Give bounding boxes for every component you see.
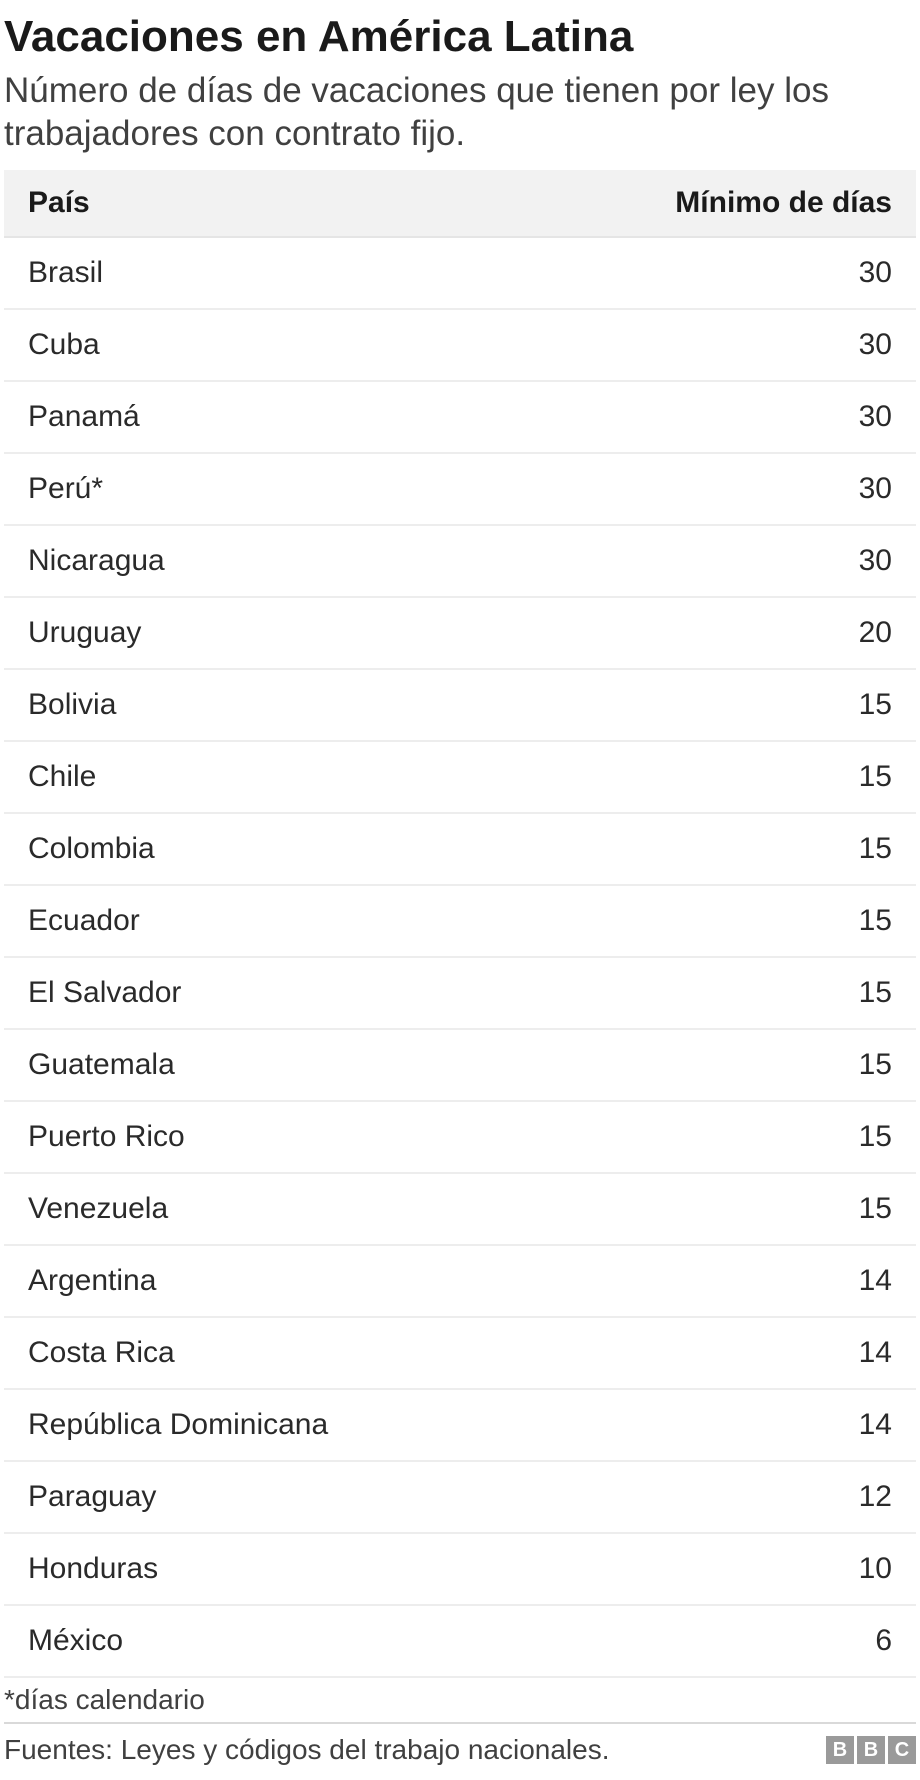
table-row: Chile15 bbox=[4, 741, 916, 813]
cell-country: Chile bbox=[4, 741, 522, 813]
table-row: Argentina14 bbox=[4, 1245, 916, 1317]
table-row: Brasil30 bbox=[4, 237, 916, 309]
cell-country: Guatemala bbox=[4, 1029, 522, 1101]
cell-days: 30 bbox=[522, 237, 916, 309]
infographic-container: Vacaciones en América Latina Número de d… bbox=[0, 0, 920, 1780]
table-row: Honduras10 bbox=[4, 1533, 916, 1605]
page-title: Vacaciones en América Latina bbox=[4, 12, 916, 63]
cell-days: 30 bbox=[522, 453, 916, 525]
cell-country: Nicaragua bbox=[4, 525, 522, 597]
cell-days: 20 bbox=[522, 597, 916, 669]
cell-days: 15 bbox=[522, 885, 916, 957]
table-row: Cuba30 bbox=[4, 309, 916, 381]
table-row: Bolivia15 bbox=[4, 669, 916, 741]
cell-country: Perú* bbox=[4, 453, 522, 525]
logo-letter-b1: B bbox=[826, 1736, 854, 1764]
cell-days: 6 bbox=[522, 1605, 916, 1677]
cell-country: Cuba bbox=[4, 309, 522, 381]
cell-days: 14 bbox=[522, 1389, 916, 1461]
table-row: Paraguay12 bbox=[4, 1461, 916, 1533]
cell-days: 10 bbox=[522, 1533, 916, 1605]
cell-country: Ecuador bbox=[4, 885, 522, 957]
cell-country: Uruguay bbox=[4, 597, 522, 669]
table-row: Costa Rica14 bbox=[4, 1317, 916, 1389]
cell-days: 15 bbox=[522, 813, 916, 885]
cell-days: 15 bbox=[522, 669, 916, 741]
table-row: Guatemala15 bbox=[4, 1029, 916, 1101]
source-text: Fuentes: Leyes y códigos del trabajo nac… bbox=[4, 1734, 610, 1766]
cell-country: Puerto Rico bbox=[4, 1101, 522, 1173]
cell-country: Bolivia bbox=[4, 669, 522, 741]
cell-days: 15 bbox=[522, 741, 916, 813]
table-row: República Dominicana14 bbox=[4, 1389, 916, 1461]
logo-letter-c: C bbox=[888, 1736, 916, 1764]
table-row: Venezuela15 bbox=[4, 1173, 916, 1245]
cell-country: Paraguay bbox=[4, 1461, 522, 1533]
cell-country: México bbox=[4, 1605, 522, 1677]
table-row: Panamá30 bbox=[4, 381, 916, 453]
table-row: Uruguay20 bbox=[4, 597, 916, 669]
table-row: Colombia15 bbox=[4, 813, 916, 885]
cell-country: Panamá bbox=[4, 381, 522, 453]
cell-country: Venezuela bbox=[4, 1173, 522, 1245]
cell-country: Honduras bbox=[4, 1533, 522, 1605]
cell-country: Colombia bbox=[4, 813, 522, 885]
cell-days: 12 bbox=[522, 1461, 916, 1533]
cell-days: 14 bbox=[522, 1317, 916, 1389]
col-header-country: País bbox=[4, 170, 522, 237]
table-row: México6 bbox=[4, 1605, 916, 1677]
cell-country: Costa Rica bbox=[4, 1317, 522, 1389]
footnote: *días calendario bbox=[4, 1678, 916, 1724]
table-row: El Salvador15 bbox=[4, 957, 916, 1029]
cell-days: 15 bbox=[522, 1173, 916, 1245]
bbc-logo: B B C bbox=[826, 1736, 916, 1764]
cell-country: El Salvador bbox=[4, 957, 522, 1029]
vacation-table: País Mínimo de días Brasil30Cuba30Panamá… bbox=[4, 170, 916, 1678]
footer: Fuentes: Leyes y códigos del trabajo nac… bbox=[4, 1724, 916, 1772]
cell-days: 14 bbox=[522, 1245, 916, 1317]
cell-country: Brasil bbox=[4, 237, 522, 309]
cell-days: 30 bbox=[522, 381, 916, 453]
cell-days: 15 bbox=[522, 1029, 916, 1101]
table-row: Ecuador15 bbox=[4, 885, 916, 957]
cell-days: 30 bbox=[522, 309, 916, 381]
cell-country: República Dominicana bbox=[4, 1389, 522, 1461]
cell-days: 30 bbox=[522, 525, 916, 597]
cell-days: 15 bbox=[522, 957, 916, 1029]
cell-days: 15 bbox=[522, 1101, 916, 1173]
logo-letter-b2: B bbox=[857, 1736, 885, 1764]
page-subtitle: Número de días de vacaciones que tienen … bbox=[4, 69, 916, 157]
cell-country: Argentina bbox=[4, 1245, 522, 1317]
col-header-days: Mínimo de días bbox=[522, 170, 916, 237]
table-header-row: País Mínimo de días bbox=[4, 170, 916, 237]
table-row: Nicaragua30 bbox=[4, 525, 916, 597]
table-row: Puerto Rico15 bbox=[4, 1101, 916, 1173]
table-row: Perú*30 bbox=[4, 453, 916, 525]
